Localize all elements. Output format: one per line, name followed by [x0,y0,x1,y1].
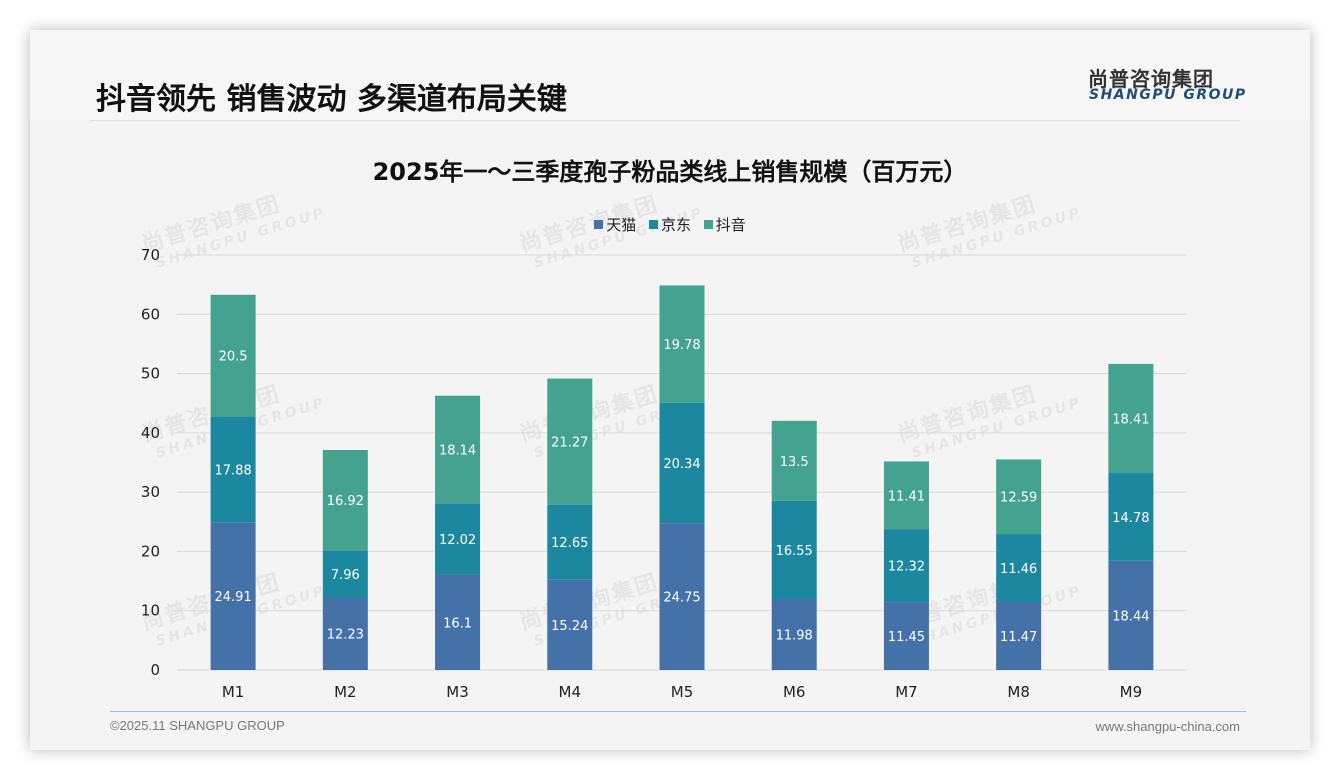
x-tick-label: M6 [783,683,806,701]
stacked-bar-chart: 0 10 20 30 40 50 60 70 24.91 17.88 20.5 M1 12.23 7.96… [141,246,1187,701]
data-label: 11.45 [888,630,925,645]
logo-english: SHANGPU GROUP [1089,87,1247,103]
data-label: 24.75 [663,591,700,606]
data-label: 15.24 [551,619,588,634]
bar-segment [659,285,705,403]
legend-swatch-douyin [703,220,713,229]
bar-segment [322,449,368,551]
bar-segment [996,459,1042,535]
legend-label-tmall: 天猫 [606,216,637,234]
data-label: 12.23 [327,628,364,643]
bar-segment [547,504,593,580]
data-label: 18.44 [1112,609,1149,624]
logo-chinese: 尚普咨询集团 [1088,67,1214,91]
slide: 抖音领先 销售波动 多渠道布局关键 尚普咨询集团 SHANGPU GROUP 尚… [30,30,1310,750]
y-tick-label: 30 [141,483,160,501]
data-label: 16.1 [443,616,472,631]
bar-segment [435,574,481,670]
data-label: 7.96 [331,568,360,583]
header-divider [90,120,1240,121]
data-label: 20.34 [663,457,700,472]
chart-title: 2025年一～三季度孢子粉品类线上销售规模（百万元） [372,158,968,186]
y-tick-label: 0 [150,661,160,679]
data-label: 12.32 [888,560,925,575]
bar-segment [435,395,481,504]
legend-label-douyin: 抖音 [715,216,746,234]
y-tick-label: 50 [141,365,160,383]
chart-legend: 天猫 京东 抖音 [30,214,1310,235]
bar-segment [1108,363,1154,474]
bar-segment [996,601,1042,670]
bar-segment [435,503,481,575]
bar-segment [771,500,817,599]
bar-segment [322,597,368,670]
data-label: 11.41 [888,489,925,504]
bar-segment [883,461,929,530]
bar-segment [996,534,1042,602]
x-tick-label: M4 [559,683,582,701]
bar-segment [210,294,256,417]
data-label: 11.47 [1000,630,1037,645]
x-tick-label: M3 [446,683,469,701]
x-tick-label: M5 [671,683,694,701]
data-label: 12.02 [439,533,476,548]
bar-segment [883,602,929,670]
x-tick-label: M8 [1007,683,1030,701]
bar-segment [659,523,705,670]
y-tick-label: 20 [141,542,160,560]
legend-swatch-tmall [594,220,604,229]
header-band [30,30,1310,120]
legend-item-jd: 京东 [648,214,691,235]
data-label: 16.92 [327,494,364,509]
bar-segment [210,522,256,670]
data-label: 21.27 [551,436,588,451]
x-tick-label: M9 [1120,683,1143,701]
slide-headline: 抖音领先 销售波动 多渠道布局关键 [96,82,567,117]
data-label: 24.91 [215,590,252,605]
data-label: 19.78 [663,338,700,353]
data-label: 16.55 [776,544,813,559]
bar-segment [659,402,705,524]
footer-divider [110,711,1246,712]
bar-segment [547,579,593,670]
bar-segment [883,529,929,603]
legend-swatch-jd [648,220,658,229]
bar-segment [547,378,593,505]
x-tick-label: M7 [895,683,918,701]
footer-copyright: ©2025.11 SHANGPU GROUP [110,718,285,733]
bar-segment [322,550,368,598]
x-tick-label: M1 [222,683,245,701]
data-label: 11.98 [776,628,813,643]
y-tick-label: 70 [141,246,160,264]
data-label: 13.5 [780,455,809,470]
data-label: 18.14 [439,444,476,459]
y-tick-label: 60 [141,305,160,323]
legend-item-douyin: 抖音 [703,214,746,235]
bar-segment [771,598,817,670]
y-tick-label: 10 [141,602,160,620]
footer-website: www.shangpu-china.com [1095,719,1240,734]
x-tick-label: M2 [334,683,357,701]
data-label: 14.78 [1112,511,1149,526]
bar-segment [1108,560,1154,670]
legend-item-tmall: 天猫 [594,214,636,235]
bar-segment [210,416,256,523]
bar-segment [771,420,817,501]
data-label: 12.59 [1000,491,1037,506]
data-label: 20.5 [219,350,248,365]
legend-label-jd: 京东 [660,216,691,234]
data-label: 17.88 [215,463,252,478]
data-label: 18.41 [1112,412,1149,427]
data-label: 12.65 [551,536,588,551]
bar-segment [1108,473,1154,561]
y-tick-label: 40 [141,424,160,442]
data-label: 11.46 [1000,562,1037,577]
